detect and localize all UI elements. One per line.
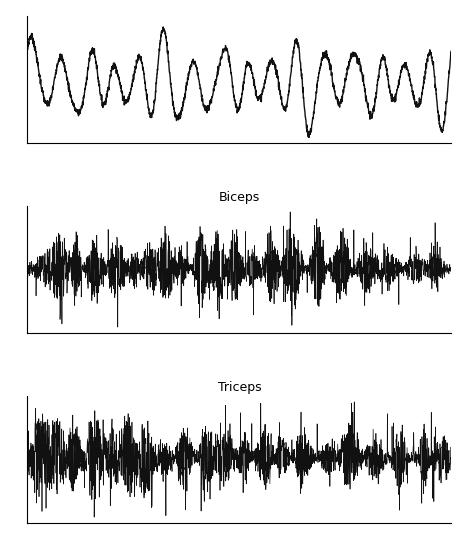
- Title: Triceps: Triceps: [217, 381, 261, 393]
- Title: Biceps: Biceps: [218, 191, 259, 204]
